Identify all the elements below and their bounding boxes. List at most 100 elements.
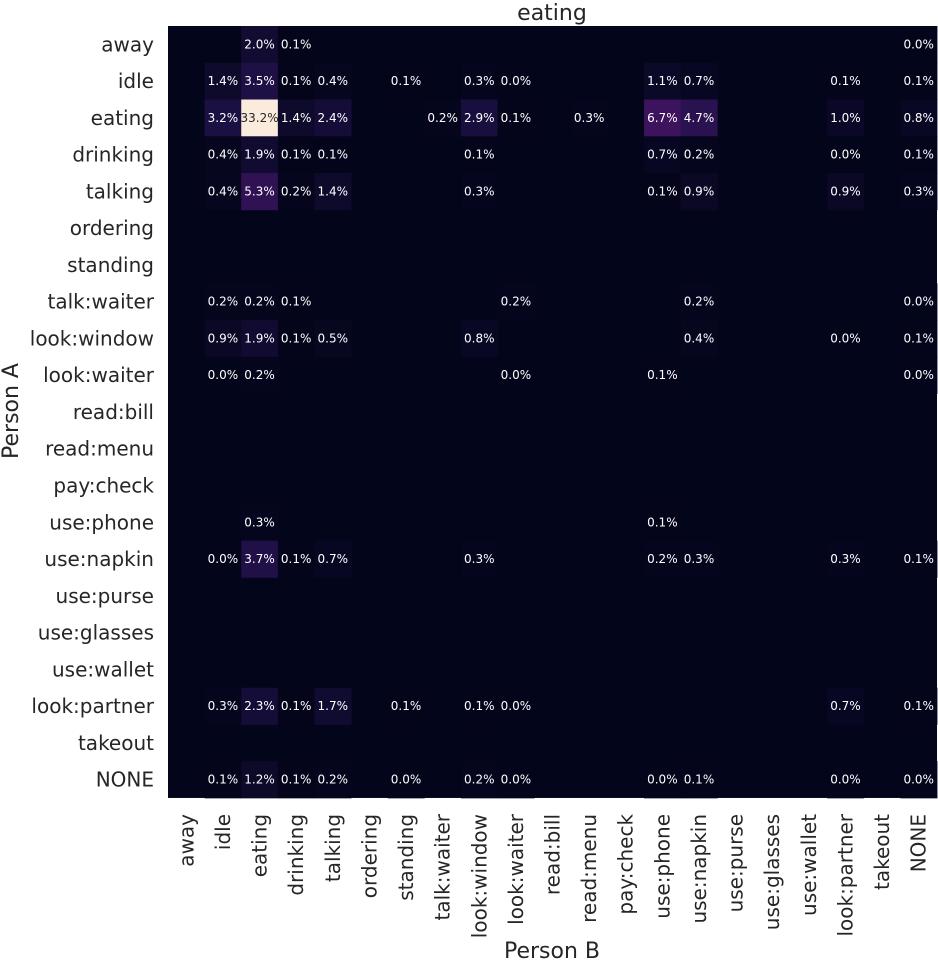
column-tick-labels: away idle eating drinking talking ordering sta… [174, 813, 930, 938]
heatmap-cell [277, 540, 315, 578]
heatmap-cell [827, 320, 865, 358]
cell-value-label: 0.0% [903, 37, 934, 51]
heatmap-cell [827, 173, 865, 211]
heatmap-cell [900, 687, 938, 725]
row-tick-label: pay:check [53, 474, 154, 498]
row-tick-label: use:phone [49, 510, 154, 534]
heatmap-cell [827, 62, 865, 100]
heatmap-cell [314, 540, 352, 578]
cell-value-label: 0.8% [464, 331, 495, 345]
column-tick-label: idle [211, 814, 235, 850]
cell-value-label: 0.1% [281, 331, 312, 345]
heatmap-cell [204, 540, 242, 578]
cell-value-label: 1.4% [208, 74, 239, 88]
cell-value-label: 0.3% [208, 699, 239, 713]
heatmap-cell [277, 136, 315, 174]
column-tick-label: look:window [467, 814, 491, 938]
cell-value-label: 0.0% [391, 773, 422, 787]
heatmap-cell [900, 356, 938, 394]
row-tick-label: idle [118, 69, 154, 93]
column-tick-label: use:purse [724, 814, 748, 912]
cell-value-label: 0.1% [903, 331, 934, 345]
heatmap-cell [900, 136, 938, 174]
cell-value-label: 0.1% [903, 74, 934, 88]
cell-value-label: 0.2% [244, 295, 275, 309]
heatmap-cell [680, 62, 718, 100]
cell-value-label: 0.1% [208, 773, 239, 787]
heatmap-cell [644, 761, 682, 799]
heatmap-cell [900, 761, 938, 799]
heatmap-cell [204, 136, 242, 174]
heatmap-cell [680, 136, 718, 174]
row-tick-label: away [101, 32, 154, 56]
cell-value-label: 1.1% [647, 74, 678, 88]
cell-value-label: 0.1% [464, 148, 495, 162]
cell-value-label: 0.0% [903, 295, 934, 309]
cell-value-label: 0.1% [281, 148, 312, 162]
heatmap-cell [241, 503, 279, 542]
cell-value-label: 0.0% [501, 74, 532, 88]
heatmap-cell [644, 503, 682, 542]
row-tick-label: use:glasses [38, 621, 154, 645]
heatmap-cell [204, 687, 242, 725]
chart-title: eating [517, 1, 587, 26]
row-tick-label: look:waiter [43, 363, 155, 387]
cell-value-label: 0.0% [647, 773, 678, 787]
column-tick-label: NONE [907, 814, 931, 872]
row-tick-label: ordering [70, 216, 154, 240]
heatmap-cell [204, 356, 242, 394]
cell-value-label: 0.3% [464, 552, 495, 566]
heatmap-cell [680, 173, 718, 211]
heatmap-cell [204, 173, 242, 211]
cell-value-label: 2.9% [464, 111, 495, 125]
cell-value-label: 1.7% [318, 699, 349, 713]
heatmap-cell [900, 540, 938, 578]
column-tick-label: look:partner [833, 813, 857, 936]
heatmap-cell [497, 356, 535, 394]
cell-value-label: 3.5% [244, 74, 275, 88]
heatmap-cell [277, 283, 315, 321]
heatmap-cell [277, 26, 315, 64]
cell-value-label: 0.1% [647, 368, 678, 382]
heatmap-cell [277, 320, 315, 358]
heatmap-cell [460, 99, 498, 137]
heatmap-cell [204, 62, 242, 100]
cell-value-label: 0.0% [903, 368, 934, 382]
cell-value-label: 0.1% [830, 74, 861, 88]
heatmap-cell [277, 62, 315, 100]
heatmap-cell [460, 320, 498, 358]
cell-value-label: 0.9% [208, 331, 239, 345]
cell-value-label: 2.4% [318, 111, 349, 125]
cell-value-label: 0.4% [318, 74, 349, 88]
cell-value-label: 0.3% [244, 515, 275, 529]
heatmap-cell [497, 99, 535, 137]
heatmap-cell [241, 761, 279, 799]
heatmap-cell [314, 761, 352, 799]
cell-value-label: 0.5% [318, 331, 349, 345]
heatmap-cell [680, 283, 718, 321]
heatmap-cell [277, 173, 315, 211]
heatmap-cell [497, 62, 535, 100]
cell-value-label: 0.4% [208, 148, 239, 162]
column-tick-label: away [174, 814, 198, 867]
heatmap-cell [387, 62, 425, 100]
cell-value-label: 0.0% [830, 331, 861, 345]
cell-value-label: 33.2% [240, 111, 278, 125]
column-tick-label: talk:waiter [431, 813, 455, 920]
row-tick-label: drinking [72, 143, 154, 167]
cell-value-label: 0.2% [318, 773, 349, 787]
cell-value-label: 0.1% [281, 37, 312, 51]
heatmap-cell [680, 320, 718, 358]
heatmap-cell [680, 99, 718, 137]
column-tick-label: look:waiter [504, 813, 528, 925]
heatmap-cell [241, 173, 279, 211]
column-tick-label: use:phone [650, 814, 674, 919]
cell-value-label: 5.3% [244, 184, 275, 198]
cell-value-label: 0.9% [684, 184, 715, 198]
heatmap-cell [644, 173, 682, 211]
row-tick-label: use:purse [56, 584, 154, 608]
heatmap-cell [644, 62, 682, 100]
heatmap-cell [241, 26, 279, 64]
heatmap-cell [314, 136, 352, 174]
heatmap-cell [644, 356, 682, 394]
